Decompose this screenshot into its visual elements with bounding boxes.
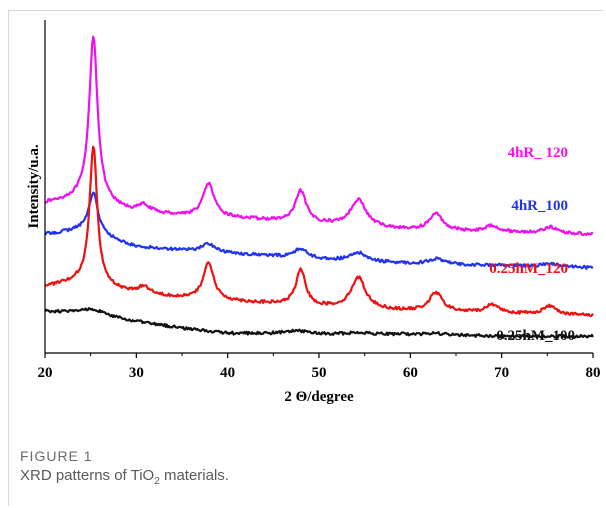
x-tick-label-1: 30 bbox=[129, 365, 144, 381]
series-label-2: 0.25hM_120 bbox=[489, 261, 568, 277]
x-tick-label-2: 40 bbox=[220, 365, 235, 381]
caption-subscript: 2 bbox=[154, 476, 160, 487]
x-tick-label-5: 70 bbox=[494, 365, 509, 381]
x-tick-label-4: 60 bbox=[403, 365, 418, 381]
x-tick-label-6: 80 bbox=[586, 365, 601, 381]
figure-caption: FIGURE 1 XRD patterns of TiO2 materials. bbox=[20, 448, 229, 487]
xrd-chart: 20 30 40 50 60 70 80 2 Θ/degree Intensity/u.a. 4h… bbox=[26, 20, 601, 405]
series-line-0 bbox=[44, 35, 594, 237]
y-axis-label: Intensity/u.a. bbox=[26, 144, 42, 228]
series-label-1: 4hR_100 bbox=[511, 198, 568, 214]
series-line-1 bbox=[44, 191, 594, 270]
figure-label: FIGURE 1 bbox=[20, 448, 93, 464]
series-label-3: 0.25hM_100 bbox=[496, 328, 575, 344]
caption-text-end: materials. bbox=[159, 467, 229, 484]
x-tick-label-0: 20 bbox=[38, 365, 53, 381]
series-label-0: 4hR_ 120 bbox=[508, 145, 568, 161]
x-axis-label: 2 Θ/degree bbox=[284, 389, 354, 405]
series-line-3 bbox=[44, 307, 594, 339]
figure-caption-text: XRD patterns of TiO2 materials. bbox=[20, 467, 229, 487]
caption-text-start: XRD patterns of TiO bbox=[20, 467, 155, 484]
x-tick-label-3: 50 bbox=[312, 365, 327, 381]
series-line-2 bbox=[44, 145, 594, 318]
figure-frame bbox=[8, 10, 604, 506]
